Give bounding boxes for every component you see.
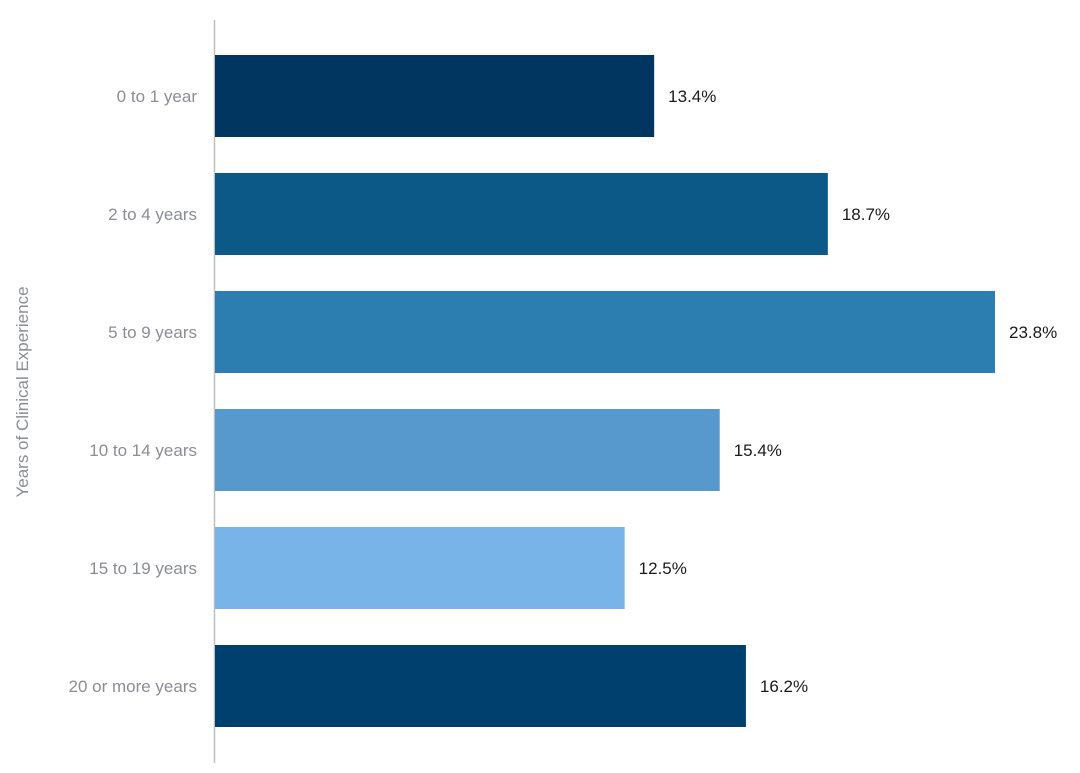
data-label: 12.5% (639, 559, 687, 578)
category-label: 5 to 9 years (108, 323, 197, 342)
bar (215, 173, 828, 255)
data-label: 13.4% (668, 87, 716, 106)
category-label: 15 to 19 years (89, 559, 197, 578)
category-label: 2 to 4 years (108, 205, 197, 224)
bar (215, 645, 746, 727)
bar (215, 55, 655, 137)
y-axis-label: Years of Clinical Experience (13, 286, 32, 497)
category-label: 10 to 14 years (89, 441, 197, 460)
data-label: 15.4% (734, 441, 782, 460)
bar (215, 409, 720, 491)
category-label: 20 or more years (69, 677, 198, 696)
category-label: 0 to 1 year (117, 87, 198, 106)
data-label: 23.8% (1009, 323, 1057, 342)
data-label: 18.7% (842, 205, 890, 224)
bar (215, 291, 995, 373)
data-label: 16.2% (760, 677, 808, 696)
bar (215, 527, 625, 609)
